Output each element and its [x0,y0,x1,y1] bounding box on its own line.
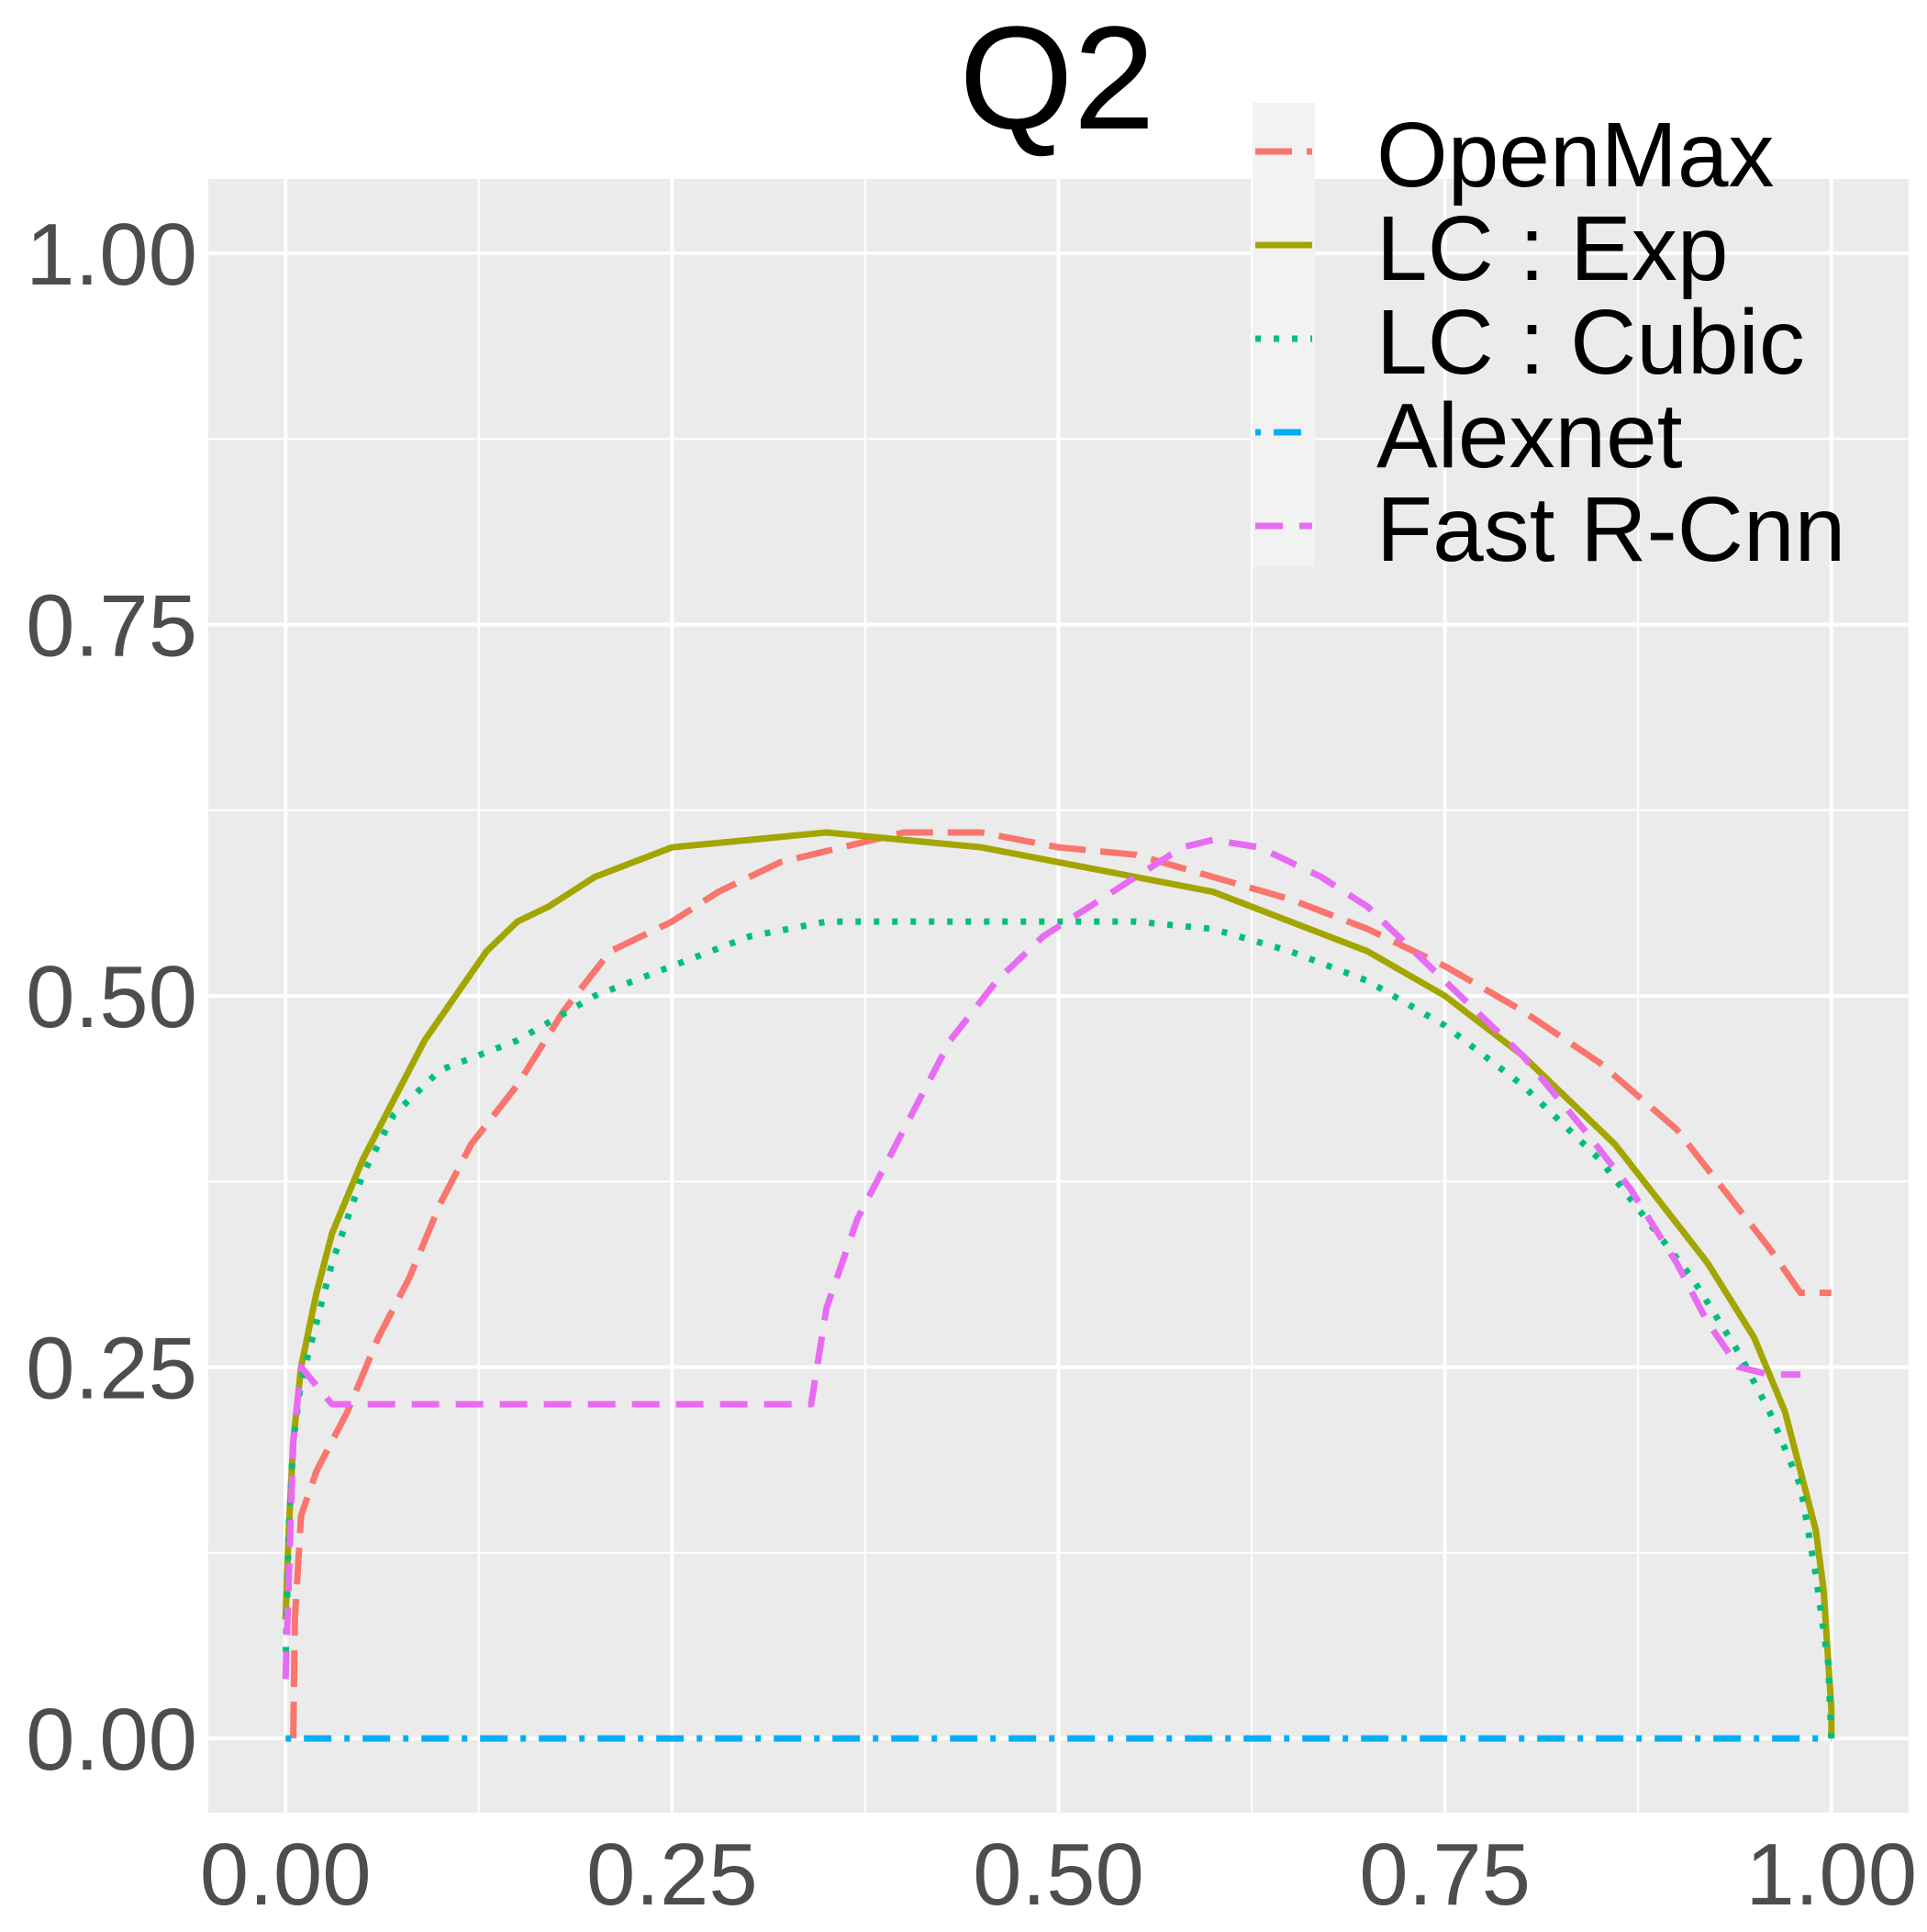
x-tick-labels: 0.00 0.25 0.50 0.75 1.00 [200,1826,1917,1924]
grid-major [208,179,1909,1813]
chart-title: Q2 [959,0,1154,160]
x-tick-label: 0.00 [200,1826,372,1924]
y-tick-label: 1.00 [26,206,197,304]
legend-key-background [1253,103,1315,566]
x-tick-label: 1.00 [1745,1826,1917,1924]
legend-label-4: Fast R-Cnn [1376,478,1845,581]
legend-label-1: LC : Exp [1376,197,1729,300]
series-line-0 [290,829,1832,1739]
y-tick-labels: 0.00 0.25 0.50 0.75 1.00 [26,206,197,1789]
y-tick-label: 0.00 [26,1691,197,1789]
legend-label-0: OpenMax [1376,104,1775,207]
y-tick-label: 0.75 [26,576,197,675]
x-tick-label: 0.25 [586,1826,758,1924]
x-tick-label: 0.75 [1359,1826,1531,1924]
x-tick-label: 0.50 [973,1826,1144,1924]
legend-label-3: Alexnet [1376,385,1683,487]
series-line-4 [282,836,1801,1680]
series-line-1 [282,829,1835,1739]
series-layer [282,829,1835,1742]
y-tick-label: 0.25 [26,1320,197,1418]
y-tick-label: 0.50 [26,948,197,1046]
legend-label-2: LC : Cubic [1376,291,1805,394]
